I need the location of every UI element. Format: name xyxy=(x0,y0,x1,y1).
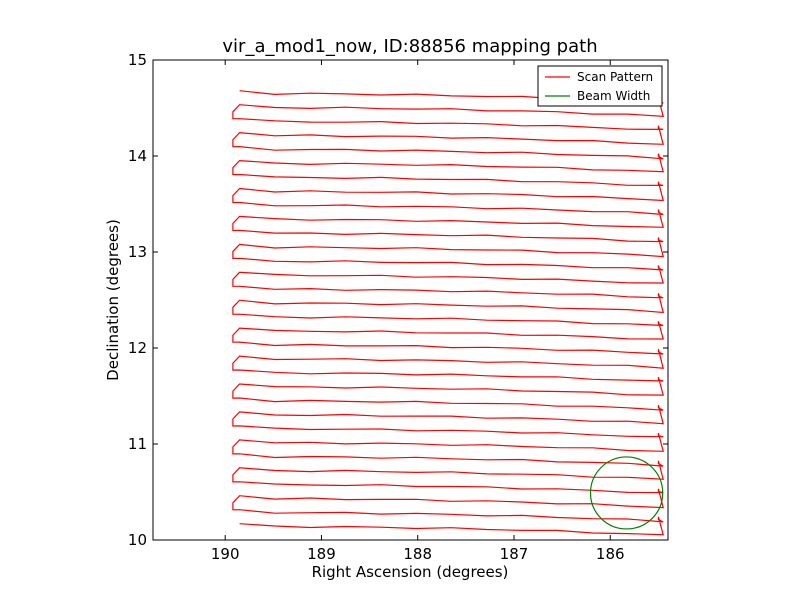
y-tick-label: 15 xyxy=(128,51,147,69)
y-tick-label: 14 xyxy=(128,147,147,165)
x-tick-label: 187 xyxy=(500,545,529,563)
y-tick-label: 10 xyxy=(128,531,147,549)
scan-pattern-line xyxy=(232,90,664,536)
beam-width-circle xyxy=(589,456,664,530)
y-axis-label: Declination (degrees) xyxy=(104,219,122,381)
x-tick-label: 189 xyxy=(307,545,336,563)
x-axis-label: Right Ascension (degrees) xyxy=(312,563,509,581)
x-tick-label: 186 xyxy=(596,545,625,563)
y-tick-label: 12 xyxy=(128,339,147,357)
legend-label-scan-pattern: Scan Pattern xyxy=(577,70,653,84)
x-tick-label: 190 xyxy=(211,545,240,563)
x-axis: 190 189 188 187 186 xyxy=(211,60,625,563)
chart-title: vir_a_mod1_now, ID:88856 mapping path xyxy=(222,36,597,57)
y-axis: 10 11 12 13 14 15 xyxy=(128,51,668,549)
plot-frame xyxy=(152,59,669,541)
y-tick-label: 13 xyxy=(128,243,147,261)
plot-area xyxy=(232,90,664,536)
y-tick-label: 11 xyxy=(128,435,147,453)
legend: Scan Pattern Beam Width xyxy=(537,65,663,107)
legend-label-beam-width: Beam Width xyxy=(577,89,650,103)
legend-box xyxy=(537,65,663,107)
x-tick-label: 188 xyxy=(403,545,432,563)
